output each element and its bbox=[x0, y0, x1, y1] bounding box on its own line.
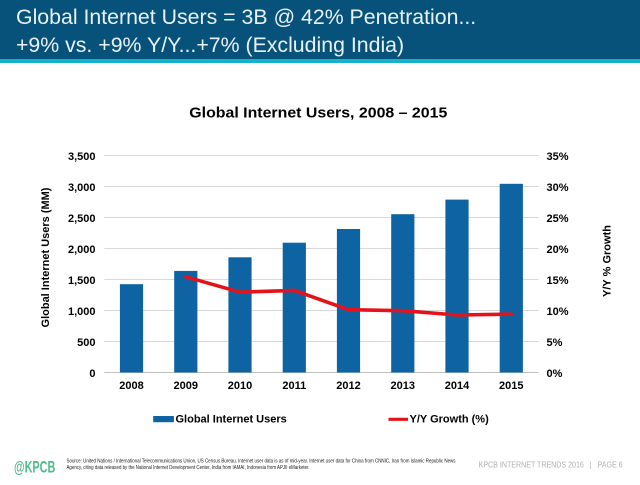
svg-text:KPCB INTERNET TRENDS 2016 |: KPCB INTERNET TRENDS 2016 | PAGE 6 bbox=[479, 461, 623, 470]
svg-text:2014: 2014 bbox=[445, 380, 470, 392]
svg-text:Global Internet Users: Global Internet Users bbox=[176, 414, 287, 426]
svg-text:0: 0 bbox=[89, 368, 95, 380]
svg-text:10%: 10% bbox=[547, 306, 569, 318]
svg-text:Y/Y Growth (%): Y/Y Growth (%) bbox=[410, 414, 490, 426]
svg-text:35%: 35% bbox=[547, 151, 569, 163]
svg-text:30%: 30% bbox=[547, 182, 569, 194]
svg-text:Agency, citing data released b: Agency, citing data released by the Nati… bbox=[67, 465, 310, 471]
svg-text:2,000: 2,000 bbox=[68, 244, 96, 256]
svg-text:2013: 2013 bbox=[391, 380, 415, 392]
svg-text:1,500: 1,500 bbox=[68, 275, 96, 287]
svg-text:2,500: 2,500 bbox=[68, 213, 96, 225]
svg-text:25%: 25% bbox=[547, 213, 569, 225]
svg-text:20%: 20% bbox=[547, 244, 569, 256]
svg-text:1,000: 1,000 bbox=[68, 306, 96, 318]
svg-text:@KPCB: @KPCB bbox=[14, 457, 55, 476]
svg-text:2011: 2011 bbox=[282, 380, 306, 392]
svg-text:Global Internet Users, 2008 –: Global Internet Users, 2008 – 2015 bbox=[189, 105, 447, 122]
svg-text:Source: United Nations / Inter: Source: United Nations / International T… bbox=[67, 458, 456, 464]
svg-text:2010: 2010 bbox=[228, 380, 252, 392]
svg-text:500: 500 bbox=[77, 337, 95, 349]
svg-text:2012: 2012 bbox=[336, 380, 360, 392]
svg-text:5%: 5% bbox=[547, 337, 563, 349]
svg-text:Y/Y % Growth: Y/Y % Growth bbox=[602, 225, 614, 297]
svg-text:2015: 2015 bbox=[499, 380, 523, 392]
svg-text:2009: 2009 bbox=[174, 380, 198, 392]
svg-text:0%: 0% bbox=[547, 368, 563, 380]
svg-text:3,000: 3,000 bbox=[68, 182, 96, 194]
svg-text:2008: 2008 bbox=[119, 380, 143, 392]
svg-text:15%: 15% bbox=[547, 275, 569, 287]
svg-text:Global Internet Users (MM): Global Internet Users (MM) bbox=[40, 187, 52, 327]
svg-text:3,500: 3,500 bbox=[68, 151, 96, 163]
